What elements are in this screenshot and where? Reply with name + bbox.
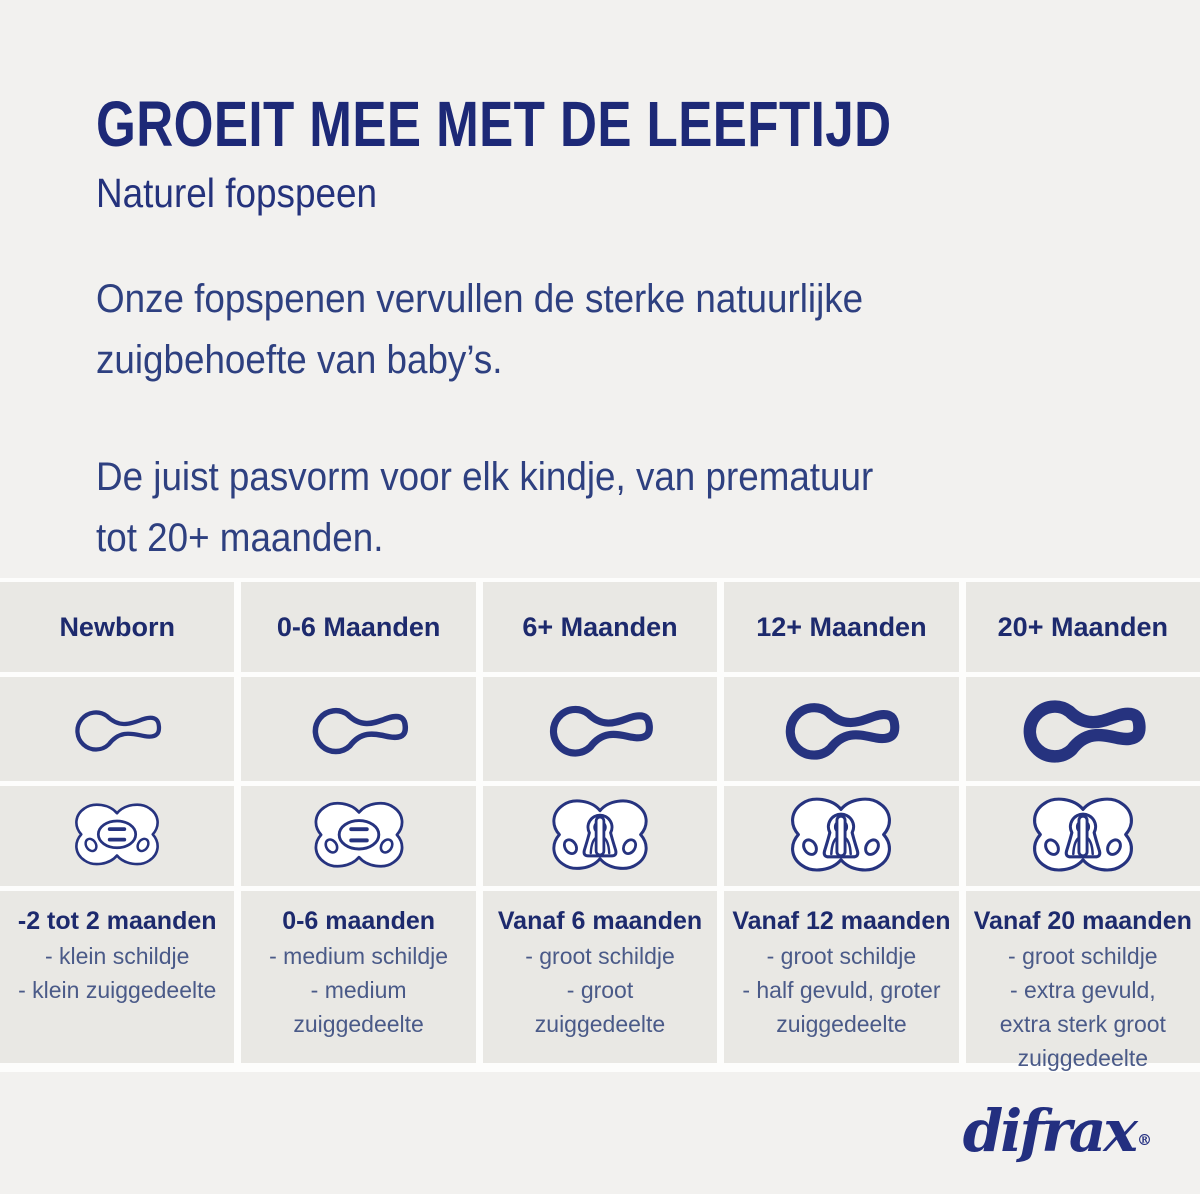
age-label: Vanaf 20 maanden [973, 907, 1192, 935]
difrax-logo: difrax ® [963, 1102, 1152, 1160]
feature-line: zuiggedeelte [776, 1011, 907, 1037]
feature-line: extra sterk groot [999, 1011, 1166, 1037]
description-cell: -2 tot 2 maanden - klein schildje - klein… [0, 891, 235, 1063]
feature-line: zuiggedeelte [1017, 1045, 1149, 1071]
column-header-cell: 0-6 Maanden [241, 582, 476, 672]
age-label: Vanaf 6 maanden [497, 907, 703, 935]
teat-icon-cell [965, 677, 1200, 781]
feature-line: - groot schildje [525, 943, 675, 969]
pacifier-front-icon [552, 798, 648, 870]
column-header-cell: Newborn [0, 582, 235, 672]
teat-icon-cell [0, 677, 235, 781]
pacifier-icon-cell [724, 786, 959, 886]
age-label: 0-6 maanden [282, 907, 436, 935]
feature-line: - groot [566, 977, 634, 1003]
paragraph-line: De juist pasvorm voor elk kindje, van pr… [96, 455, 874, 499]
age-column-3: 6+ Maanden Vanaf 6 maanden - groot schil… [482, 582, 718, 1068]
pacifier-icon-cell [241, 786, 476, 886]
page-subtitle: Naturel fopspeen [96, 170, 378, 216]
pacifier-front-icon [791, 797, 892, 871]
age-label: -2 tot 2 maanden [17, 907, 217, 935]
description-cell: Vanaf 20 maanden - groot schildje - extra… [965, 891, 1200, 1071]
feature-line: - medium [310, 977, 407, 1003]
feature-line: - groot schildje [1008, 943, 1158, 969]
feature-list: - groot schildje - extra gevuld, extra ste… [1000, 939, 1166, 1075]
description-cell: Vanaf 12 maanden - groot schildje - half … [724, 891, 959, 1063]
pacifier-front-icon [314, 801, 403, 868]
feature-list: - klein schildje - klein zuiggedeelte [18, 939, 216, 1007]
feature-line: zuiggedeelte [293, 1011, 424, 1037]
column-header: 6+ Maanden [522, 611, 678, 642]
age-column-1: Newborn -2 tot 2 maanden - klein schildj… [0, 582, 235, 1068]
feature-line: - groot schildje [766, 943, 917, 969]
teat-icon-cell [724, 677, 959, 781]
description-cell: Vanaf 6 maanden - groot schildje - groot z… [482, 891, 718, 1063]
feature-line: - medium schildje [269, 943, 449, 969]
teat-side-icon [786, 702, 900, 760]
feature-line: - klein schildje [44, 943, 190, 969]
teat-side-icon [312, 707, 408, 754]
column-header-cell: 6+ Maanden [482, 582, 718, 672]
feature-line: - half gevuld, groter [742, 977, 941, 1003]
age-label: Vanaf 12 maanden [732, 907, 951, 935]
age-comparison-table: Newborn -2 tot 2 maanden - klein schildj… [0, 578, 1200, 1071]
column-header: 12+ Maanden [756, 611, 927, 642]
feature-line: - klein zuiggedeelte [18, 977, 217, 1003]
column-header: 20+ Maanden [997, 611, 1168, 642]
pacifier-icon-cell [0, 786, 235, 886]
feature-list: - medium schildje - medium zuiggedeelte [269, 939, 448, 1041]
intro-section: GROEIT MEE MET DE LEEFTIJD Naturel fopsp… [0, 0, 1200, 578]
feature-list: - groot schildje - half gevuld, groter zui… [742, 939, 940, 1041]
registered-trademark-icon: ® [1137, 1131, 1152, 1149]
age-column-5: 20+ Maanden Vanaf 20 maanden - groot sch… [965, 582, 1200, 1071]
pacifier-icon-cell [482, 786, 718, 886]
age-column-2: 0-6 Maanden 0-6 maanden - medium schildj… [241, 582, 476, 1068]
column-header-cell: 12+ Maanden [724, 582, 959, 672]
footer: difrax ® [0, 1068, 1200, 1190]
description-cell: 0-6 maanden - medium schildje - medium zui… [241, 891, 476, 1063]
teat-icon-cell [482, 677, 718, 781]
teat-side-icon [1023, 699, 1146, 763]
column-header: Newborn [59, 611, 175, 642]
paragraph-line: tot 20+ maanden. [96, 516, 384, 560]
page-title: GROEIT MEE MET DE LEEFTIJD [96, 88, 892, 160]
feature-line: - extra gevuld, [1009, 977, 1156, 1003]
teat-side-icon [75, 709, 162, 752]
teat-side-icon [549, 705, 653, 757]
feature-list: - groot schildje - groot zuiggedeelte [525, 939, 675, 1041]
column-header: 0-6 Maanden [276, 611, 441, 642]
brand-wordmark: difrax [962, 1097, 1138, 1165]
paragraph-line: zuigbehoefte van baby’s. [96, 338, 503, 382]
age-column-4: 12+ Maanden Vanaf 12 maanden - groot sch… [724, 582, 959, 1068]
feature-line: zuiggedeelte [534, 1011, 666, 1037]
intro-paragraph: De juist pasvorm voor elk kindje, van pr… [96, 447, 1056, 569]
pacifier-icon-cell [965, 786, 1200, 886]
column-header-cell: 20+ Maanden [965, 582, 1200, 672]
pacifier-front-icon [1032, 797, 1133, 871]
pacifier-front-icon [75, 803, 160, 866]
teat-icon-cell [241, 677, 476, 781]
intro-paragraph: Onze fopspenen vervullen de sterke natuu… [96, 269, 1056, 391]
paragraph-line: Onze fopspenen vervullen de sterke natuu… [96, 277, 864, 321]
